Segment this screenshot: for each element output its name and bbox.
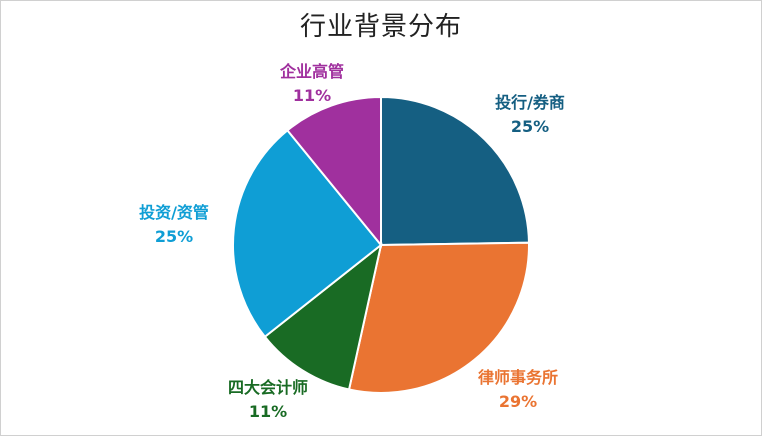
- chart-title: 行业背景分布: [299, 12, 462, 42]
- pie-slice-3: [263, 242, 383, 391]
- slice-value-3: 11%: [249, 402, 287, 421]
- slice-label-4: 投资/资管: [139, 203, 209, 222]
- slice-label-3: 四大会计师: [228, 378, 308, 397]
- slice-label-1: 投行/券商: [495, 93, 565, 112]
- slice-value-5: 11%: [293, 86, 331, 105]
- slice-value-1: 25%: [511, 117, 549, 136]
- slice-label-5: 企业高管: [279, 62, 344, 81]
- slice-value-2: 29%: [499, 392, 537, 411]
- pie-slice-4: [232, 128, 383, 339]
- slice-label-2: 律师事务所: [478, 368, 558, 387]
- pie-slice-1: [380, 95, 530, 247]
- pie-slice-5: [286, 95, 382, 248]
- slice-value-4: 25%: [155, 227, 193, 246]
- pie-slice-2: [347, 241, 530, 394]
